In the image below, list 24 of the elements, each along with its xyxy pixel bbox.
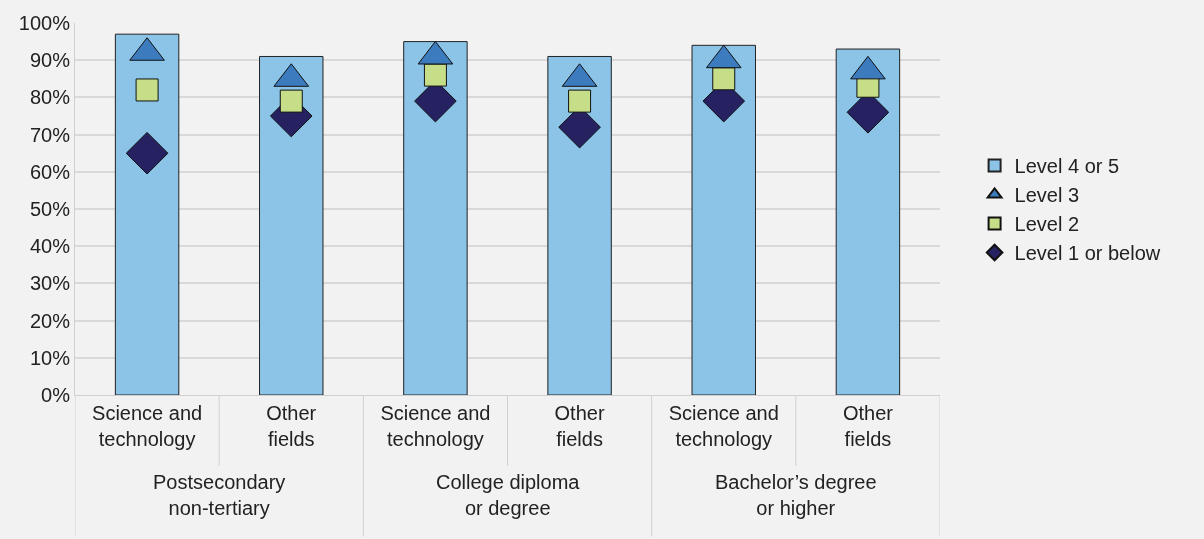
y-tick-label: 50% — [29, 198, 71, 220]
y-tick-label: 100% — [18, 12, 71, 34]
y-tick-label: 10% — [29, 346, 71, 369]
legend-label: Level 4 or 5 — [1014, 155, 1120, 178]
text: Postsecondary non-tertiary — [153, 471, 286, 519]
y-tick-label: 30% — [29, 272, 71, 295]
y-tick-label: 70% — [29, 123, 71, 146]
text: College diploma or degree — [436, 471, 581, 519]
y-tick-label: 20% — [29, 309, 71, 332]
legend-label: Level 2 — [1014, 213, 1080, 236]
text: Bachelor’s degree or higher — [715, 471, 877, 519]
legend-label: Level 1 or below — [1014, 242, 1161, 265]
legend-label: Level 3 — [1014, 184, 1080, 207]
y-tick-label: 40% — [29, 235, 71, 258]
x-tick-label: Other fields — [554, 402, 605, 450]
y-tick-label: 90% — [29, 49, 71, 72]
y-tick-label: 80% — [29, 86, 71, 109]
y-tick-label: 60% — [29, 160, 71, 183]
x-tick-label: Other fields — [842, 402, 894, 450]
x-tick-label: Science and technology — [668, 402, 779, 450]
x-tick-label: Other fields — [266, 402, 317, 450]
x-tick-label: Science and technology — [380, 402, 491, 450]
y-tick-label: 0% — [41, 384, 71, 406]
x-tick-label: Science and technology — [92, 402, 203, 450]
